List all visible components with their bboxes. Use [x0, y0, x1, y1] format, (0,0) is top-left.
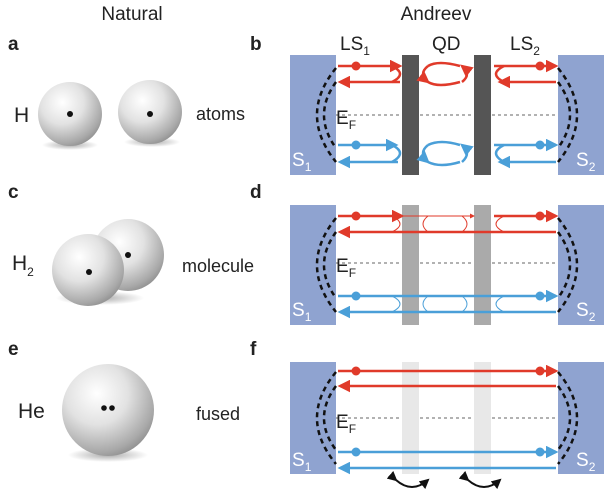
superconductor-s1	[290, 55, 336, 175]
panel-label-b: b	[250, 34, 262, 55]
element-h2: H2	[12, 252, 34, 279]
helium-atom	[62, 364, 154, 462]
fermi-label-f: EF	[336, 412, 356, 436]
element-he: He	[18, 400, 45, 423]
label-qd: QD	[432, 34, 461, 55]
label-ls1: LS1	[340, 34, 370, 58]
s1-label-f: S1	[292, 450, 312, 474]
panel-label-e: e	[8, 339, 19, 360]
label-ls2: LS2	[510, 34, 540, 58]
superconductor-s2	[558, 55, 604, 175]
superconductor-s2	[558, 205, 604, 325]
description-atoms: atoms	[196, 104, 245, 124]
double-arrow-icon	[458, 470, 502, 490]
panel-d-diagram	[290, 205, 604, 325]
fermi-label-b: EF	[336, 108, 356, 132]
panel-label-f: f	[250, 339, 257, 360]
s1-label-b: S1	[292, 150, 312, 174]
hydrogen-molecule	[52, 219, 164, 306]
description-molecule: molecule	[182, 256, 254, 276]
s2-label-f: S2	[576, 450, 596, 474]
description-fused: fused	[196, 404, 240, 424]
element-h: H	[14, 104, 29, 127]
s2-label-b: S2	[576, 150, 596, 174]
panel-label-d: d	[250, 182, 262, 203]
barrier-transparent	[402, 362, 419, 474]
superconductor-s1	[290, 205, 336, 325]
barrier-opaque	[402, 55, 419, 175]
header-natural: Natural	[101, 4, 162, 25]
panel-label-a: a	[8, 34, 19, 55]
header-andreev: Andreev	[401, 4, 472, 25]
barrier-semi	[474, 205, 491, 325]
s1-label-d: S1	[292, 300, 312, 324]
panel-b-diagram	[290, 55, 604, 175]
hydrogen-atoms	[38, 80, 182, 150]
barrier-transparent	[474, 362, 491, 474]
sphere-icon	[62, 364, 154, 456]
barrier-semi	[402, 205, 419, 325]
barrier-opaque	[474, 55, 491, 175]
panel-label-c: c	[8, 182, 19, 203]
fermi-label-d: EF	[336, 256, 356, 280]
double-arrow-icon	[386, 470, 430, 490]
s2-label-d: S2	[576, 300, 596, 324]
panel-f-diagram	[290, 362, 604, 475]
